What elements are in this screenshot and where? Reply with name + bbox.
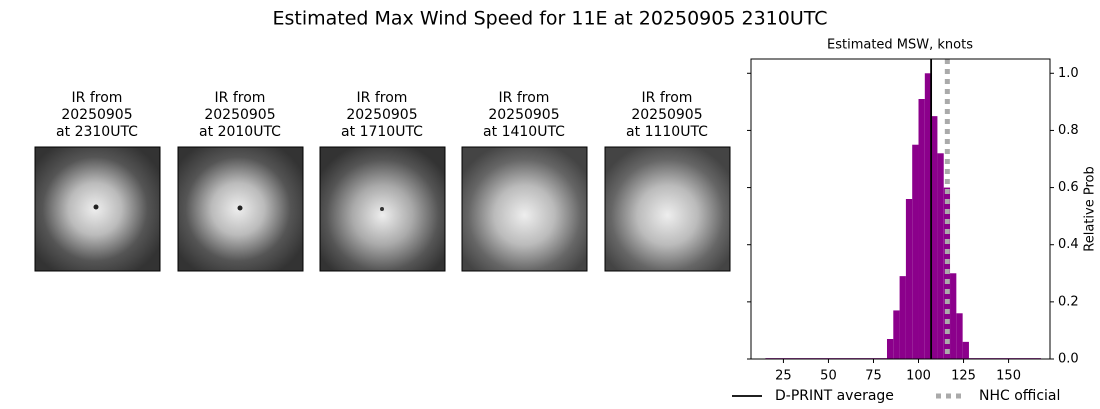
bar: [886, 339, 894, 359]
panel-title: at 2010UTC: [199, 124, 281, 140]
eye: [237, 205, 243, 211]
bar: [905, 199, 913, 359]
y-tick-label: 0.6: [1058, 180, 1079, 195]
y-tick-label: 0.0: [1058, 352, 1079, 367]
panel-title: IR from: [357, 90, 408, 106]
panel-title: IR from: [642, 90, 693, 106]
y-axis-label: Relative Prob: [1083, 166, 1098, 251]
bar: [912, 144, 919, 359]
chart-title: Estimated Max Wind Speed for 11E at 2025…: [272, 8, 827, 30]
panel-title: 20250905: [204, 107, 275, 123]
x-tick-label: 25: [775, 369, 792, 384]
x-tick-label: 125: [951, 369, 976, 384]
bar: [962, 341, 969, 359]
y-tick-label: 0.2: [1058, 294, 1079, 309]
panel-title: at 1710UTC: [341, 124, 423, 140]
x-tick-label: 150: [996, 369, 1021, 384]
legend-label: D-PRINT average: [775, 388, 894, 404]
plot-frame: [750, 58, 1051, 360]
legend-label: NHC official: [979, 388, 1060, 404]
y-tick-label: 1.0: [1058, 66, 1079, 81]
panel-title: 20250905: [631, 107, 702, 123]
x-tick-label: 50: [820, 369, 837, 384]
bar: [931, 116, 938, 360]
eye: [380, 207, 384, 211]
chart-subtitle: Estimated MSW, knots: [827, 38, 973, 53]
panel-title: IR from: [72, 90, 123, 106]
panel-title: IR from: [499, 90, 550, 106]
bar: [918, 99, 925, 359]
ir-image: [461, 146, 588, 272]
x-tick-label: 75: [865, 369, 882, 384]
y-tick-label: 0.8: [1058, 123, 1079, 138]
eye: [93, 204, 99, 210]
panel-title: at 2310UTC: [56, 124, 138, 140]
bar: [924, 73, 932, 360]
panel-title: at 1110UTC: [626, 124, 708, 140]
bar: [899, 276, 906, 359]
panel-title: IR from: [215, 90, 266, 106]
bar: [950, 273, 957, 359]
x-tick-label: 100: [906, 369, 931, 384]
bar: [956, 313, 963, 359]
panel-title: 20250905: [346, 107, 417, 123]
ir-images: [34, 146, 731, 272]
panel-title: 20250905: [488, 107, 559, 123]
y-tick-label: 0.4: [1058, 237, 1079, 252]
bar: [937, 153, 944, 359]
ir-image: [604, 146, 731, 272]
panel-title: at 1410UTC: [483, 124, 565, 140]
panel-title: 20250905: [61, 107, 132, 123]
bar: [893, 310, 900, 359]
